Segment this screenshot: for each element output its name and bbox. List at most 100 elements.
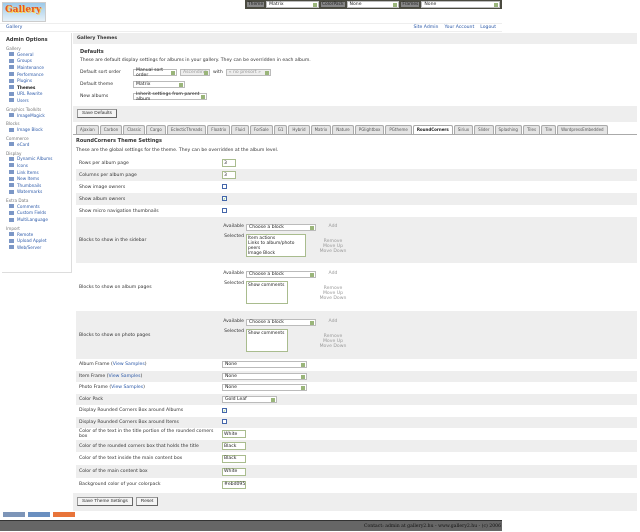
sidebar-item-link-items[interactable]: Link Items [6,169,67,176]
sidebar-item-custom-fields[interactable]: Custom Fields [6,210,67,217]
photo-move-up-button[interactable]: Move Up [322,338,344,344]
new-albums-select[interactable]: Inherit settings from parent album [133,92,207,102]
sidebar-item-remote[interactable]: Remote [6,231,67,238]
sidebar-item-thumbnails[interactable]: Thumbnails [6,182,67,189]
sidebar-add-button[interactable]: Add [328,223,338,229]
save-defaults-button[interactable]: Save Defaults [77,109,117,118]
content-text-input[interactable]: Black [222,454,246,463]
view-samples-link[interactable]: View Samples [111,385,144,391]
logout-link[interactable]: Logout [480,25,496,30]
tab-eclecticthreads[interactable]: EclecticThreads [166,125,207,134]
sidebar-item-multilanguage[interactable]: MultiLanguage [6,216,67,223]
view-samples-link[interactable]: View Samples [112,362,145,368]
sidebar-item-new-items[interactable]: New Items [6,175,67,182]
sidebar-item-maintenance[interactable]: Maintenance [6,64,67,71]
tab-g1[interactable]: G1 [273,125,288,134]
gallery-logo[interactable]: Gallery [2,2,46,22]
image-owners-checkbox[interactable] [222,183,227,189]
sidebar-item-imagemagick[interactable]: ImageMagick [6,112,67,119]
album-remove-button[interactable]: Remove [323,285,343,291]
bg-input[interactable]: #ebd095 [222,480,246,489]
save-theme-settings-button[interactable]: Save Theme Settings [77,497,133,506]
tab-matrix[interactable]: Matrix [310,125,332,134]
photo-frame-select[interactable]: None [222,384,307,392]
tab-splashing[interactable]: Splashing [494,125,522,134]
photo-add-button[interactable]: Add [328,318,338,324]
sidebar-item-icons[interactable]: Icons [6,162,67,169]
badge-icon[interactable] [3,512,25,517]
title-box-input[interactable]: Black [222,442,246,450]
view-samples-link[interactable]: View Samples [108,373,141,379]
sort-direction-select[interactable]: Ascending [180,69,210,76]
sidebar-item-url-rewrite[interactable]: URL Rewrite [6,91,67,98]
sidebar-item-dynamic-albums[interactable]: Dynamic Albums [6,156,67,163]
cols-input[interactable]: 3 [222,171,236,179]
tab-classic[interactable]: Classic [123,125,146,134]
tab-wordpressembedded[interactable]: WordpressEmbedded [557,125,608,134]
sidebar-move-up-button[interactable]: Move Up [322,243,344,249]
tab-forsale[interactable]: ForSale [249,125,273,134]
album-move-down-button[interactable]: Move Down [319,295,347,301]
album-selected-list[interactable]: Show comments [246,280,288,304]
sidebar-item-upload-applet[interactable]: Upload Applet [6,237,67,244]
album-move-up-button[interactable]: Move Up [322,290,344,296]
your-account-link[interactable]: Your Account [444,25,475,30]
color-pack-select[interactable]: Gold Leaf [222,395,277,403]
album-available-select[interactable]: Choose a block [246,270,316,278]
album-frame-select[interactable]: None [222,361,307,369]
tab-ajaxian[interactable]: Ajaxian [76,125,99,134]
rc-albums-checkbox[interactable]: ✓ [222,407,227,413]
micro-checkbox[interactable] [222,207,227,213]
tab-tiles[interactable]: Tiles [522,125,541,134]
tab-slider[interactable]: Slider [474,125,494,134]
frames-select[interactable]: None [421,1,501,8]
sidebar-item-themes[interactable]: Themes [6,84,67,91]
tab-nature[interactable]: Nature [332,125,354,134]
sidebar-item-groups[interactable]: Groups [6,58,67,65]
tab-tile[interactable]: Tile [541,125,557,134]
sidebar-item-ecard[interactable]: eCard [6,141,67,148]
sidebar-remove-button[interactable]: Remove [323,238,343,244]
tab-pgtheme[interactable]: PGtheme [385,125,412,134]
sidebar-item-web-server[interactable]: Web/Server [6,244,67,251]
item-frame-select[interactable]: None [222,372,307,380]
sidebar-item-image-block[interactable]: Image Block [6,126,67,133]
album-owners-checkbox[interactable]: ✓ [222,196,227,201]
sidebar-available-select[interactable]: Choose a block [246,223,316,231]
tab-fluid[interactable]: Fluid [231,125,249,134]
default-theme-select[interactable]: Matrix [133,81,185,88]
album-add-button[interactable]: Add [328,270,338,276]
title-text-input[interactable]: White [222,430,246,438]
tab-roundcorners[interactable]: RoundCorners [412,125,453,134]
sidebar-selected-list[interactable]: Item actions Links to album/photo peers Im… [246,233,306,257]
tab-siriux[interactable]: Siriux [453,125,474,134]
sidebar-move-down-button[interactable]: Move Down [319,248,347,254]
tab-carbon[interactable]: Carbon [99,125,123,134]
photo-available-select[interactable]: Choose a block [246,318,316,326]
photo-selected-list[interactable]: Show comments [246,328,288,352]
breadcrumb-gallery[interactable]: Gallery [6,25,23,30]
sidebar-item-performance[interactable]: Performance [6,71,67,78]
content-box-input[interactable]: White [222,467,246,476]
sidebar-item-comments[interactable]: Comments [6,203,67,210]
tab-pglightbox[interactable]: PGlightbox [354,125,385,134]
reset-button[interactable]: Reset [135,497,159,506]
tab-cargo[interactable]: Cargo [146,125,166,134]
badge-icon[interactable] [28,512,50,517]
site-admin-link[interactable]: Site Admin [413,25,439,30]
tab-hybrid[interactable]: Hybrid [288,125,310,134]
sidebar-item-general[interactable]: General [6,51,67,58]
rc-items-checkbox[interactable] [222,418,227,424]
photo-remove-button[interactable]: Remove [323,333,343,339]
tab-floatrix[interactable]: Floatrix [207,125,231,134]
rows-input[interactable]: 3 [222,159,236,167]
theme-select[interactable]: Matrix [266,1,319,8]
badge-icon[interactable] [53,512,75,517]
photo-move-down-button[interactable]: Move Down [319,343,347,349]
sidebar-item-watermarks[interactable]: Watermarks [6,189,67,196]
sidebar-item-users[interactable]: Users [6,97,67,104]
colorpack-select[interactable]: None [346,1,400,8]
sidebar-item-plugins[interactable]: Plugins [6,77,67,84]
default-sort-select[interactable]: Manual sort order [133,68,177,78]
presort-select[interactable]: « no presort » [225,69,271,76]
